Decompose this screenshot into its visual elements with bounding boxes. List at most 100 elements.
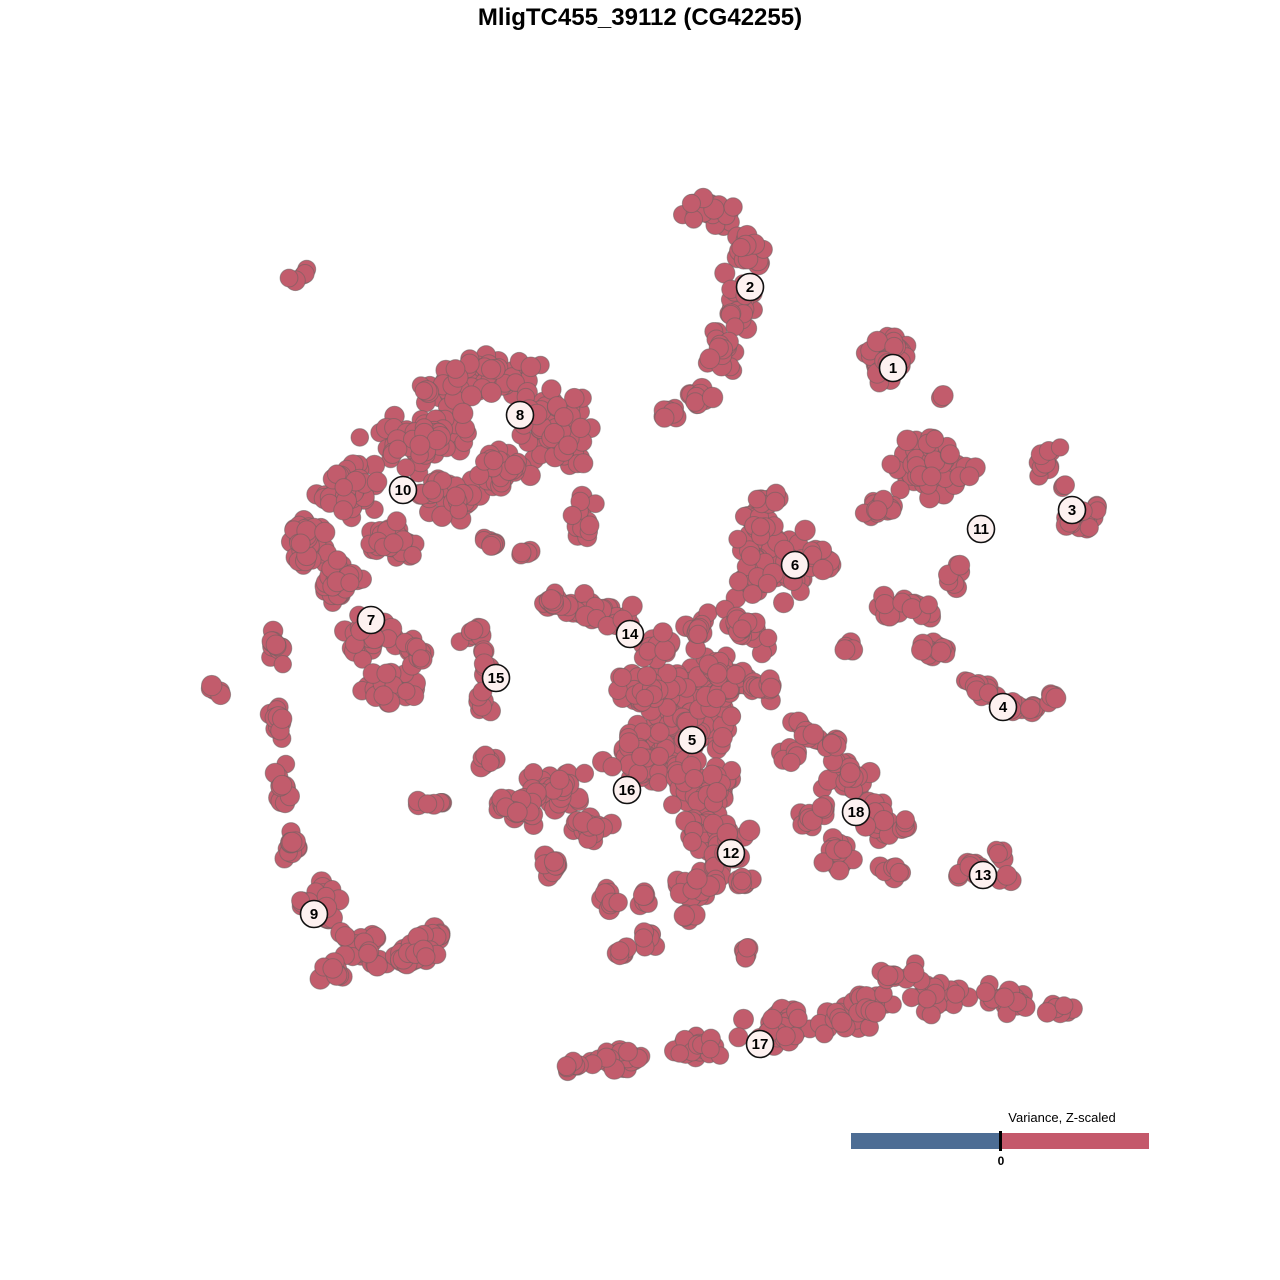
- data-point: [416, 947, 436, 967]
- data-point: [940, 444, 960, 465]
- data-point: [414, 381, 434, 401]
- cluster-label-text: 11: [973, 521, 989, 538]
- data-point: [813, 852, 834, 873]
- data-point: [358, 943, 378, 964]
- data-point: [376, 663, 397, 684]
- cluster-label-9: 9: [299, 899, 329, 929]
- data-point: [333, 500, 354, 521]
- points-layer: [200, 187, 1108, 1082]
- cluster-label-text: 14: [622, 626, 639, 643]
- data-point: [446, 486, 466, 507]
- legend-zero-tick: [999, 1131, 1002, 1151]
- data-point: [265, 634, 287, 656]
- data-point: [903, 961, 925, 984]
- data-point: [654, 407, 675, 428]
- cluster-label-circle: [299, 899, 329, 929]
- data-point: [738, 819, 761, 842]
- data-point: [788, 1008, 808, 1029]
- cluster-label-2: 2: [735, 272, 765, 302]
- cluster-label-text: 12: [723, 845, 740, 862]
- data-point: [975, 982, 996, 1002]
- legend-title: Variance, Z-scaled: [1008, 1110, 1116, 1125]
- data-point: [732, 871, 752, 891]
- data-point: [417, 794, 438, 814]
- data-point: [688, 624, 708, 645]
- cluster-label-text: 1: [889, 360, 897, 377]
- data-point: [733, 1008, 754, 1030]
- data-point: [925, 429, 945, 449]
- data-point: [511, 542, 532, 563]
- cluster-label-circle: [966, 514, 996, 544]
- data-point: [314, 521, 336, 544]
- data-point: [543, 851, 565, 872]
- data-point: [829, 860, 850, 881]
- cluster-label-text: 4: [999, 699, 1008, 716]
- data-point: [946, 984, 966, 1004]
- data-point: [652, 622, 673, 643]
- cluster-label-10: 10: [388, 475, 418, 505]
- data-point: [564, 387, 585, 409]
- data-point: [725, 664, 746, 685]
- data-point: [654, 639, 676, 662]
- data-point: [281, 831, 303, 853]
- page-title: MligTC455_39112 (CG42255): [477, 4, 803, 31]
- data-point: [728, 529, 748, 549]
- cluster-label-circle: [841, 797, 871, 827]
- data-point: [650, 722, 670, 742]
- data-point: [386, 511, 407, 532]
- data-point: [396, 458, 416, 478]
- data-point: [373, 685, 394, 706]
- data-point: [737, 938, 757, 958]
- data-point: [712, 727, 733, 748]
- data-point: [562, 505, 582, 526]
- cluster-label-text: 9: [310, 906, 318, 923]
- cluster-label-7: 7: [356, 605, 386, 635]
- data-point: [874, 594, 895, 615]
- data-point: [520, 356, 542, 378]
- data-point: [632, 884, 655, 906]
- data-point: [409, 434, 431, 456]
- data-point: [911, 639, 933, 661]
- data-point: [723, 197, 743, 217]
- data-point: [685, 392, 706, 412]
- data-point: [758, 628, 778, 648]
- cluster-label-circle: [388, 475, 418, 505]
- cluster-label-circle: [780, 550, 810, 580]
- data-point: [728, 571, 749, 592]
- cluster-label-14: 14: [615, 619, 645, 649]
- data-point: [445, 359, 466, 379]
- data-point: [657, 663, 678, 684]
- data-point: [658, 698, 677, 717]
- cluster-label-circle: [505, 400, 535, 430]
- data-point: [649, 746, 670, 766]
- data-point: [921, 1005, 941, 1025]
- cluster-label-text: 13: [975, 867, 992, 884]
- cluster-label-text: 8: [516, 407, 524, 424]
- data-point: [608, 892, 628, 913]
- data-point: [322, 958, 344, 979]
- cluster-label-circle: [612, 775, 642, 805]
- data-point: [814, 1024, 834, 1044]
- data-point: [334, 478, 353, 497]
- data-point: [480, 382, 502, 403]
- cluster-label-15: 15: [481, 663, 511, 693]
- data-point: [481, 359, 502, 380]
- data-point: [840, 762, 861, 784]
- data-point: [760, 677, 782, 699]
- data-point: [812, 558, 834, 581]
- cluster-label-13: 13: [968, 860, 998, 890]
- data-point: [681, 193, 702, 214]
- data-point: [422, 480, 442, 500]
- data-point: [670, 1044, 690, 1063]
- data-point: [279, 268, 299, 288]
- cluster-label-16: 16: [612, 775, 642, 805]
- cluster-label-6: 6: [780, 550, 810, 580]
- data-point: [397, 682, 416, 701]
- data-point: [822, 733, 842, 754]
- data-point: [794, 519, 816, 541]
- data-point: [663, 795, 682, 815]
- data-point: [1050, 438, 1070, 457]
- data-point: [949, 554, 971, 576]
- data-point: [921, 466, 942, 487]
